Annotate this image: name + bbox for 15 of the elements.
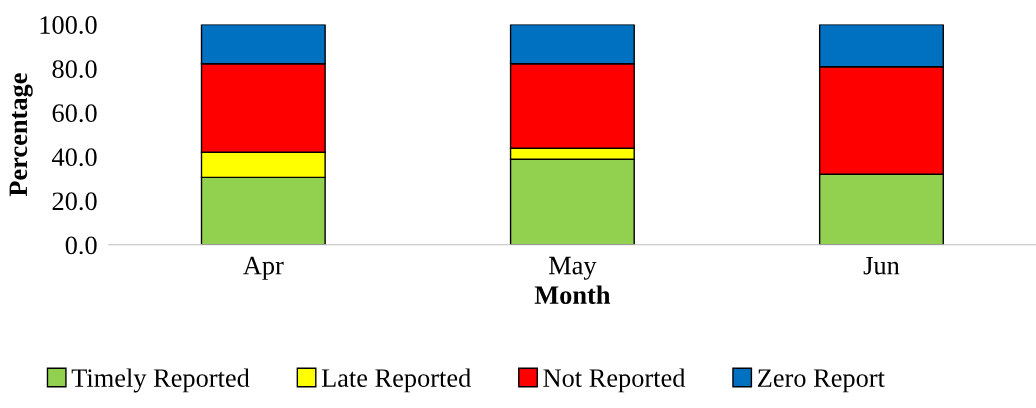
legend-label: Timely Reported [71, 368, 250, 393]
legend-label: Late Reported [321, 368, 471, 393]
x-axis-title: Month [534, 285, 611, 304]
legend-label: Not Reported [543, 368, 686, 393]
x-tick-label: May [548, 256, 597, 280]
y-tick-label: 40.0 [52, 148, 97, 167]
x-tick-label: Jun [863, 256, 900, 275]
y-tick-label: 0.0 [65, 236, 97, 255]
x-tick-label: Apr [243, 256, 284, 280]
y-tick-label: 80.0 [52, 60, 97, 79]
legend-label: Zero Report [757, 369, 885, 393]
y-axis-title: Percentage [9, 73, 33, 197]
y-tick-label: 100.0 [40, 16, 97, 35]
y-tick-label: 60.0 [52, 104, 97, 123]
y-tick-label: 20.0 [52, 192, 97, 211]
